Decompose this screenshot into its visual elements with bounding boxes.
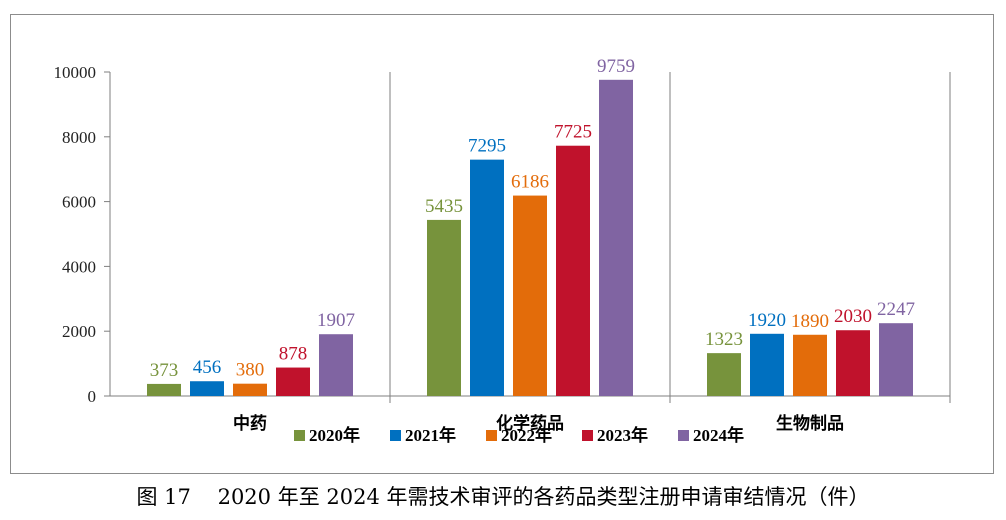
figure-caption: 图 17 2020 年至 2024 年需技术审评的各药品类型注册申请审结情况（件…	[136, 485, 870, 509]
data-label: 6186	[511, 172, 549, 193]
data-label: 2247	[877, 299, 915, 320]
legend-swatch	[486, 430, 497, 441]
bar	[190, 381, 224, 396]
data-label: 9759	[597, 56, 635, 77]
y-tick-label: 6000	[62, 193, 96, 212]
bar	[879, 323, 913, 396]
bar-chart: 0 2000 4000 6000 8000 10000 373 456 380 878 1907 中药…	[54, 56, 951, 445]
data-label: 5435	[425, 196, 463, 217]
data-label: 373	[150, 360, 179, 381]
bar	[319, 334, 353, 396]
y-tick-label: 8000	[62, 128, 96, 147]
bar	[750, 333, 784, 396]
y-tick-label: 10000	[54, 63, 97, 82]
data-label: 1890	[791, 311, 829, 332]
bar	[793, 334, 827, 396]
legend-swatch	[294, 430, 305, 441]
category-label: 中药	[233, 413, 267, 434]
data-label: 1323	[705, 329, 743, 350]
bar	[147, 383, 181, 396]
y-tick-label: 0	[88, 387, 97, 406]
legend-swatch	[390, 430, 401, 441]
category-label: 化学药品	[496, 413, 564, 434]
data-label: 7295	[468, 136, 506, 157]
bar	[556, 145, 590, 396]
legend-label: 2020年	[309, 425, 360, 445]
data-label: 878	[279, 344, 308, 365]
bar	[513, 195, 547, 396]
y-tick-label: 4000	[62, 257, 96, 276]
data-label: 1920	[748, 310, 786, 331]
bar	[427, 219, 461, 396]
bar	[707, 353, 741, 396]
data-label: 456	[193, 357, 222, 378]
data-label: 2030	[834, 306, 872, 327]
legend-label: 2023年	[597, 425, 648, 445]
data-label: 380	[236, 360, 265, 381]
bar	[599, 79, 633, 396]
bar	[233, 383, 267, 396]
chart-frame	[10, 14, 994, 474]
bar	[470, 159, 504, 396]
legend-label: 2022年	[501, 425, 552, 445]
y-tick-label: 2000	[62, 322, 96, 341]
bar	[276, 367, 310, 396]
category-label: 生物制品	[776, 413, 844, 434]
legend-swatch	[678, 430, 689, 441]
legend-label: 2024年	[693, 425, 744, 445]
legend-swatch	[582, 430, 593, 441]
bar	[836, 330, 870, 396]
data-label: 1907	[317, 310, 355, 331]
legend-label: 2021年	[405, 425, 456, 445]
data-label: 7725	[554, 122, 592, 143]
